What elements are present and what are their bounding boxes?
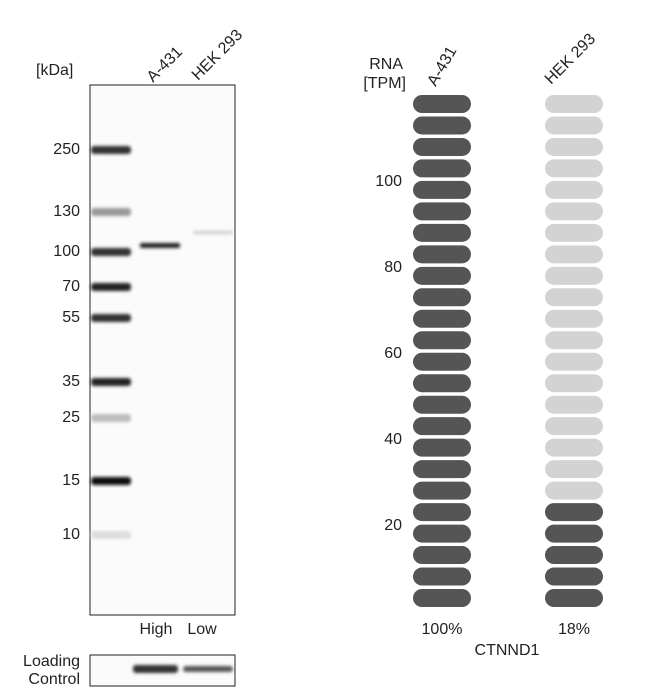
pill [545, 460, 603, 479]
pill [545, 589, 603, 607]
pill [545, 481, 603, 500]
ladder-band [91, 531, 131, 539]
pill [413, 374, 471, 393]
pill [545, 352, 603, 371]
pill [413, 567, 471, 586]
pill [545, 137, 603, 156]
loading-label: Loading [23, 653, 80, 670]
pill [545, 245, 603, 264]
ladder-band [91, 477, 131, 485]
pill [413, 309, 471, 328]
pill [413, 395, 471, 414]
pill [413, 352, 471, 371]
marker-label: 35 [62, 373, 80, 390]
pill [413, 481, 471, 500]
pill [413, 223, 471, 242]
y-tick-label: 100 [375, 173, 402, 190]
pill [545, 567, 603, 586]
sample-band [140, 243, 180, 248]
pill [413, 503, 471, 522]
pill [413, 95, 471, 113]
gene-name: CTNND1 [475, 642, 540, 659]
pill [545, 202, 603, 221]
pill [413, 417, 471, 436]
marker-label: 100 [53, 243, 80, 260]
loading-band [183, 666, 233, 672]
pill [545, 524, 603, 543]
marker-label: 130 [53, 203, 80, 220]
pill [413, 137, 471, 156]
pill [413, 202, 471, 221]
marker-label: 10 [62, 526, 80, 543]
pill [545, 266, 603, 285]
pill [413, 546, 471, 565]
lane-label: HEK 293 [189, 26, 246, 83]
sample-label: HEK 293 [542, 30, 599, 87]
percentage: 100% [422, 621, 463, 638]
pill [413, 331, 471, 350]
pill [545, 417, 603, 436]
ladder-band [91, 378, 131, 386]
pill [545, 503, 603, 522]
ladder-band [91, 248, 131, 256]
pill [545, 288, 603, 307]
marker-label: 25 [62, 409, 80, 426]
pill [413, 116, 471, 135]
pill [545, 309, 603, 328]
rna-axis-label: [TPM] [363, 75, 406, 92]
pill [413, 159, 471, 178]
ladder-band [91, 414, 131, 422]
y-tick-label: 40 [384, 431, 402, 448]
ladder-band [91, 146, 131, 154]
sample-label: A-431 [424, 44, 460, 90]
pill [413, 460, 471, 479]
pill [413, 245, 471, 264]
ladder-band [91, 314, 131, 322]
kda-label: [kDa] [36, 62, 73, 79]
y-tick-label: 20 [384, 517, 402, 534]
loading-band [133, 665, 178, 673]
pill [413, 589, 471, 607]
y-tick-label: 80 [384, 259, 402, 276]
pill [413, 180, 471, 199]
marker-label: 15 [62, 472, 80, 489]
ladder-band [91, 208, 131, 216]
pill [545, 438, 603, 457]
ladder-band [91, 283, 131, 291]
level-label: Low [187, 621, 217, 638]
pill [545, 116, 603, 135]
y-tick-label: 60 [384, 345, 402, 362]
blot-panel [89, 84, 236, 616]
pill [413, 266, 471, 285]
percentage: 18% [558, 621, 590, 638]
rna-axis-label: RNA [369, 56, 403, 73]
pill [413, 288, 471, 307]
pill [545, 546, 603, 565]
pill [413, 524, 471, 543]
pill [545, 180, 603, 199]
level-label: High [140, 621, 173, 638]
pill [545, 374, 603, 393]
sample-band [193, 231, 233, 234]
lane-label: A-431 [144, 44, 186, 86]
pill [413, 438, 471, 457]
pill [545, 159, 603, 178]
pill [545, 95, 603, 113]
pill [545, 395, 603, 414]
marker-label: 70 [62, 278, 80, 295]
loading-label: Control [28, 671, 80, 688]
marker-label: 250 [53, 141, 80, 158]
marker-label: 55 [62, 309, 80, 326]
pill [545, 331, 603, 350]
pill [545, 223, 603, 242]
